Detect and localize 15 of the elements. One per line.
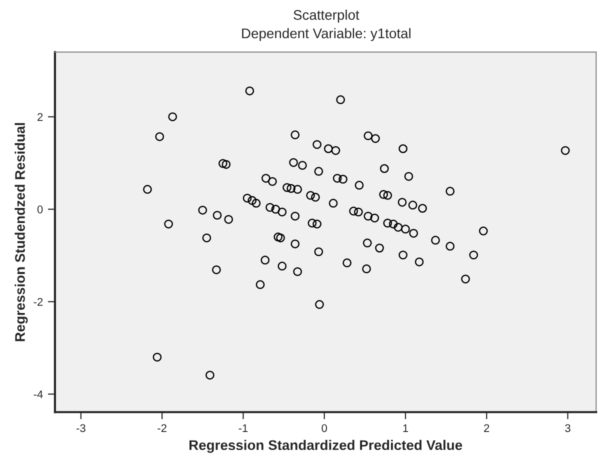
x-tick-label: -3 [76,424,86,432]
y-tick-label: 0 [37,206,43,214]
x-tick-label: -2 [158,424,166,432]
x-tick-label: 2 [484,424,490,432]
y-tick-label: -2 [34,298,43,306]
chart-title: Scatterplot [294,10,360,23]
y-tick-label: 2 [38,113,43,121]
x-tick-label: 1 [403,424,408,432]
y-axis-title: Regression Studendzed Residual [14,123,28,342]
chart-subtitle: Dependent Variable: y1total [242,28,410,42]
y-tick-label: -4 [34,390,43,398]
x-tick-label: 3 [565,424,570,432]
x-axis-title: Regression Standardized Predicted Value [189,440,462,453]
x-tick-label: 0 [322,424,327,432]
x-tick-label: -1 [238,424,248,432]
